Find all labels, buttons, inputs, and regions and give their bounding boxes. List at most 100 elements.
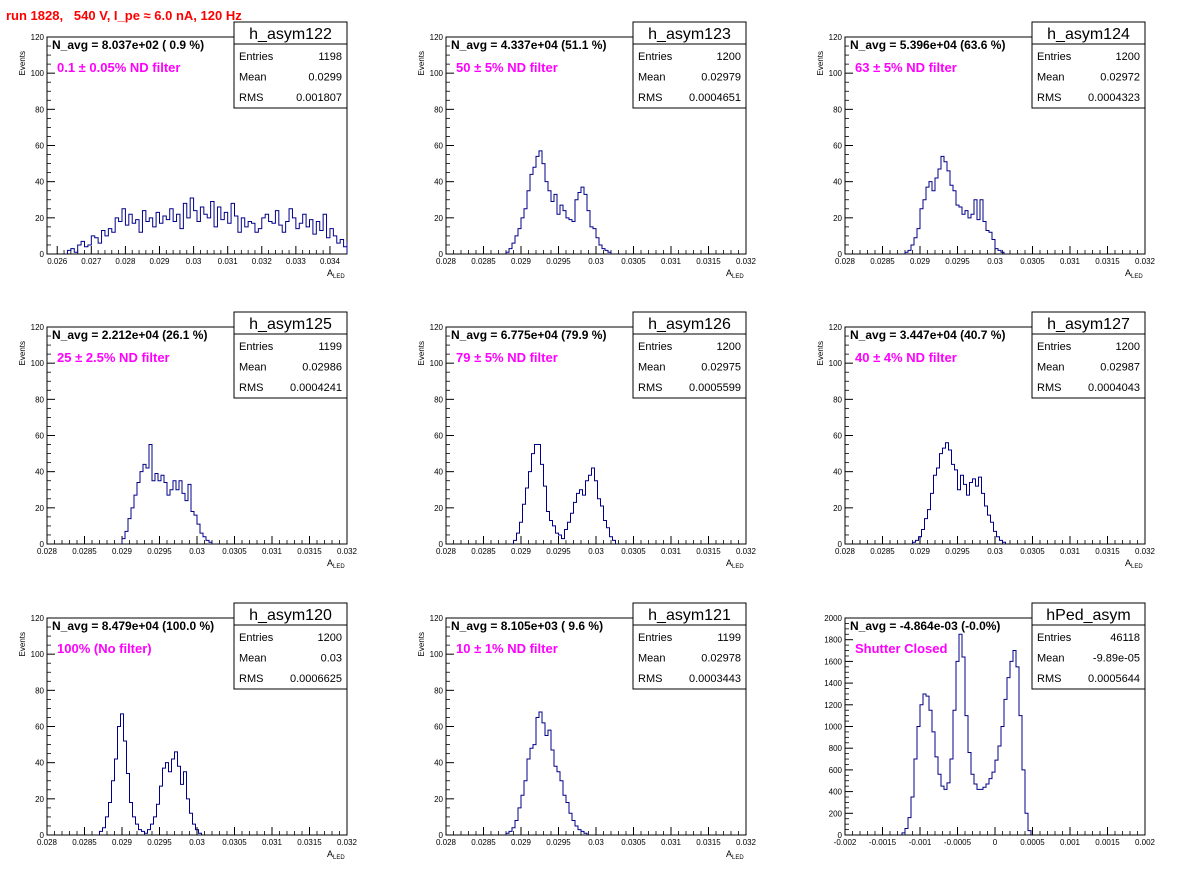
stats-box-frame [632,311,747,399]
y-axis-title: Events [417,341,426,365]
navg-label: N_avg = 8.037e+02 ( 0.9 %) [52,38,204,52]
stats-box-frame [632,21,747,109]
filter-label: Shutter Closed [855,641,948,656]
stats-key: RMS [239,92,263,104]
stats-value: 0.02979 [701,72,741,84]
x-tick-label: 0.0295 [945,547,970,556]
y-tick-label: 600 [829,766,843,775]
x-tick-label: 0.0305 [222,547,247,556]
y-tick-label: 40 [833,178,842,187]
stats-box-frame [233,311,348,399]
y-tick-label: 200 [829,809,843,818]
stats-value: 0.03 [321,653,342,665]
stats-key: Mean [239,72,267,84]
x-tick-label: 0.0295 [945,257,970,266]
x-tick-label: 0.026 [47,257,68,266]
x-tick-label: 0.032 [337,838,358,847]
y-tick-label: 20 [434,214,443,223]
histogram-panel-hPed_asym: 0 200 400 600 800 1000 1200 1400 1600 1800 2000 -0.… [824,602,1156,847]
x-axis-title-subscript: LED [333,855,345,861]
y-tick-label: 20 [434,795,443,804]
y-tick-label: 120 [31,33,45,42]
y-axis-title: Events [18,341,27,365]
y-tick-label: 40 [35,759,44,768]
navg-label: N_avg = -4.864e-03 (-0.0%) [850,619,1000,633]
x-tick-label: 0.031 [661,838,682,847]
x-axis-title-subscript: LED [732,855,744,861]
y-tick-label: 120 [430,33,444,42]
x-tick-label: 0.031 [262,838,283,847]
x-tick-label: 0.029 [112,547,133,556]
x-tick-label: 0.028 [115,257,136,266]
stats-value: 1200 [717,51,741,63]
stats-box: h_asym121 Entries 1199 Mean 0.02978 RMS 0.0003… [632,602,747,690]
stats-value: 46118 [1110,632,1140,644]
y-tick-label: 40 [434,759,443,768]
y-tick-label: 0 [439,250,444,259]
histogram-name: h_asym124 [1047,26,1130,43]
x-axis-title-subscript: LED [333,274,345,280]
y-tick-label: 20 [35,504,44,513]
stats-key: Mean [239,653,267,665]
y-tick-label: 1000 [824,723,842,732]
navg-label: N_avg = 5.396e+04 (63.6 %) [850,38,1005,52]
navg-label: N_avg = 3.447e+04 (40.7 %) [850,328,1005,342]
stats-key: RMS [638,382,662,394]
y-tick-label: 120 [430,614,444,623]
x-axis-title-subscript: LED [732,274,744,280]
x-tick-label: 0.0285 [72,838,97,847]
x-tick-label: 0.028 [835,257,856,266]
y-tick-label: 0 [40,831,45,840]
x-tick-label: 0.0305 [1020,257,1045,266]
filter-label: 10 ± 1% ND filter [456,641,558,656]
y-tick-label: 100 [31,359,45,368]
stats-box: h_asym126 Entries 1200 Mean 0.02975 RMS 0.0005… [632,311,747,399]
x-axis-title: ALED [726,558,744,570]
y-tick-label: 60 [35,432,44,441]
histogram-panel-h_asym122: 0 20 40 60 80 100 120 0.026 0.027 0.028 0.029 0.03 0… [18,21,348,280]
stats-value: 0.0005644 [1088,673,1140,685]
stats-key: Mean [1037,653,1065,665]
y-tick-label: 1800 [824,636,842,645]
y-tick-label: 1400 [824,679,842,688]
run-title: run 1828, 540 V, I_pe ≈ 6.0 nA, 120 Hz [6,8,242,23]
histogram-line [121,444,213,544]
stats-key: Mean [1037,362,1065,374]
y-axis-title: Events [18,51,27,75]
stats-value: 1200 [318,632,342,644]
stats-value: 1199 [717,632,741,644]
y-tick-label: 80 [434,686,443,695]
x-tick-label: 0.031 [1060,547,1081,556]
x-tick-label: 0.0295 [147,547,172,556]
y-tick-label: 120 [31,323,45,332]
stats-value: 0.0004043 [1088,382,1140,394]
stats-key: RMS [1037,382,1061,394]
x-tick-label: 0.0285 [870,257,895,266]
histogram-panel-h_asym127: 0 20 40 60 80 100 120 0.028 0.0285 0.029 0.0295 0.0… [816,311,1156,570]
y-tick-label: 80 [434,395,443,404]
x-tick-label: 0.029 [511,257,532,266]
stats-box-frame [1031,311,1146,399]
y-tick-label: 1600 [824,657,842,666]
stats-box: h_asym125 Entries 1199 Mean 0.02986 RMS 0.0004… [233,311,348,399]
stats-value: 0.02987 [1100,362,1140,374]
histogram-panel-h_asym121: 0 20 40 60 80 100 120 0.028 0.0285 0.029 0.0295 0.0… [417,602,757,861]
y-tick-label: 100 [31,650,45,659]
histogram-name: h_asym120 [249,607,332,624]
x-axis-title: ALED [327,849,345,861]
stats-key: Entries [1037,51,1072,63]
stats-value: 0.0006625 [290,673,342,685]
stats-key: Entries [239,341,274,353]
x-tick-label: 0.0305 [621,257,646,266]
stats-key: RMS [239,382,263,394]
x-tick-label: 0.0015 [1095,838,1120,847]
x-tick-label: 0.032 [1135,547,1156,556]
stats-box-frame [233,602,348,690]
histogram-panel-h_asym123: 0 20 40 60 80 100 120 0.028 0.0285 0.029 0.0295 0.0… [417,21,757,280]
x-axis-title: ALED [327,268,345,280]
stats-box-frame [233,21,348,109]
x-axis-title-subscript: LED [1131,564,1143,570]
y-tick-label: 0 [439,831,444,840]
y-tick-label: 120 [829,33,843,42]
stats-box: h_asym127 Entries 1200 Mean 0.02987 RMS 0.0004… [1031,311,1146,399]
